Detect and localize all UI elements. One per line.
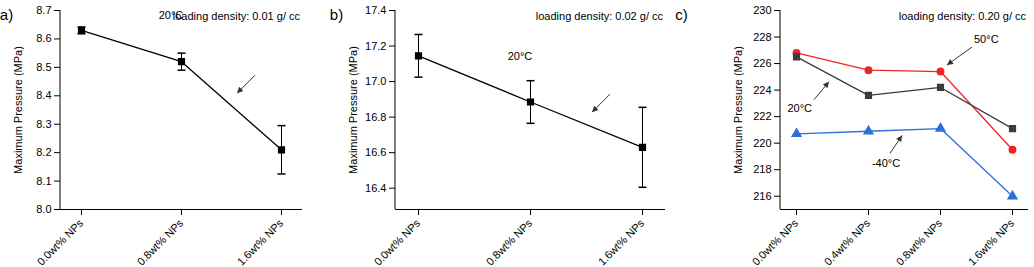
svg-text:17.2: 17.2 [365,40,386,52]
svg-text:50°C: 50°C [974,33,999,45]
svg-text:loading density: 0.01 g/ cc: loading density: 0.01 g/ cc [173,10,301,22]
svg-text:8.3: 8.3 [36,118,51,130]
svg-text:(b): (b) [330,6,343,23]
svg-text:8.5: 8.5 [36,61,51,73]
svg-text:(c): (c) [675,6,688,23]
svg-text:1.6wt% NPs: 1.6wt% NPs [235,216,286,267]
svg-text:-40°C: -40°C [872,157,900,169]
svg-text:Maximum Pressure (MPa): Maximum Pressure (MPa) [732,46,744,174]
svg-text:1.6wt% NPs: 1.6wt% NPs [596,216,647,267]
svg-text:Maximum Pressure (MPa): Maximum Pressure (MPa) [12,46,24,174]
svg-text:230: 230 [753,4,771,16]
svg-text:20°C: 20°C [159,9,184,21]
svg-text:8.2: 8.2 [36,146,51,158]
svg-text:16.8: 16.8 [365,111,386,123]
svg-text:0.8wt% NPs: 0.8wt% NPs [894,216,945,267]
svg-text:216: 216 [753,190,771,202]
svg-text:loading density: 0.02 g/ cc: loading density: 0.02 g/ cc [536,10,664,22]
svg-text:8.6: 8.6 [36,32,51,44]
svg-text:17.4: 17.4 [365,4,386,16]
svg-text:0.8wt% NPs: 0.8wt% NPs [135,216,186,267]
svg-text:0.0wt% NPs: 0.0wt% NPs [372,216,423,267]
svg-text:220: 220 [753,137,771,149]
svg-text:17.0: 17.0 [365,75,386,87]
svg-text:8.1: 8.1 [36,175,51,187]
svg-text:20°C: 20°C [508,50,533,62]
svg-text:0.8wt% NPs: 0.8wt% NPs [484,216,535,267]
svg-text:224: 224 [753,84,771,96]
svg-text:Maximum Pressure (MPa): Maximum Pressure (MPa) [347,46,359,174]
svg-text:0.0wt% NPs: 0.0wt% NPs [750,216,801,267]
svg-text:0.4wt% NPs: 0.4wt% NPs [822,216,873,267]
svg-text:8.0: 8.0 [36,203,51,215]
svg-text:(a): (a) [0,6,13,23]
svg-text:0.0wt% NPs: 0.0wt% NPs [35,216,86,267]
svg-text:loading density: 0.20 g/ cc: loading density: 0.20 g/ cc [899,10,1027,22]
svg-text:218: 218 [753,163,771,175]
svg-text:1.6wt% NPs: 1.6wt% NPs [966,216,1017,267]
svg-text:8.7: 8.7 [36,4,51,16]
svg-text:8.4: 8.4 [36,89,51,101]
svg-text:222: 222 [753,110,771,122]
svg-text:16.4: 16.4 [365,182,386,194]
svg-text:20°C: 20°C [787,102,812,114]
svg-text:16.6: 16.6 [365,146,386,158]
svg-text:228: 228 [753,31,771,43]
svg-text:226: 226 [753,57,771,69]
